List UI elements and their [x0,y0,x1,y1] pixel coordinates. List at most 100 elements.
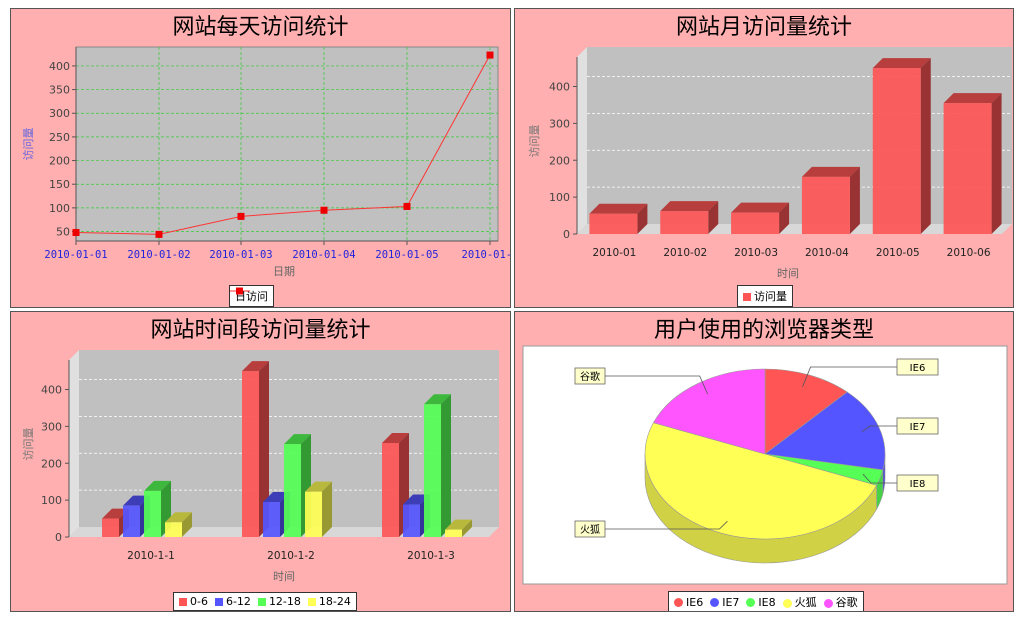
x-tick-label: 2010-01-01 [44,249,107,261]
y-tick-label: 100 [549,191,570,204]
x-axis-label: 时间 [273,570,295,583]
bar-top [943,93,1002,104]
pie-label: IE6 [910,363,926,374]
y-tick-label: 400 [549,81,570,94]
bar-chart: 0 100 200 300 400 2010-01 2010-02 2010-03 2010-0… [528,47,1012,280]
bar [801,176,850,234]
pie-slice [644,422,878,540]
chart-legend: 访问量 [737,285,793,307]
wall-left [69,350,79,537]
x-tick-label: 2010-01-0 [462,249,511,261]
bar-top [305,481,332,492]
legend-label: 访问量 [754,290,787,303]
pie-leader-line [802,366,897,387]
wall-left [577,47,587,234]
y-tick-label: 100 [41,494,62,507]
pie-label: 火狐 [580,523,600,536]
legend-label: 谷歌 [835,596,858,609]
x-tick-label: 2010-02 [663,247,707,259]
pie-leader-line [605,520,728,530]
pie-label: IE7 [910,422,926,433]
pie-chart: IE6 IE7 IE8 火狐 谷歌 [522,345,1008,585]
y-tick-label: 0 [55,531,62,544]
legend-swatch [179,598,187,606]
x-axis-label: 时间 [777,267,799,280]
bar-side [637,203,648,234]
y-tick-label: 200 [49,155,70,168]
data-point [403,202,411,210]
x-tick-label: 2010-01-05 [375,249,438,261]
x-tick-label: 2010-1-3 [407,550,455,562]
bar [731,212,780,234]
y-tick-label: 200 [549,154,570,167]
data-point [320,206,328,214]
bar-side [462,519,472,537]
chart-title: 用户使用的浏览器类型 [653,318,874,343]
plot-area [75,46,499,242]
data-point [486,51,494,59]
legend-item: 谷歌 [823,594,858,610]
legend-item: IE6 [674,596,703,609]
pie-label: IE8 [910,479,926,490]
legend-label: IE6 [686,595,704,609]
legend-item: IE8 [746,596,776,609]
legend-label: 12-18 [268,595,301,608]
bar-side [322,481,332,537]
bar-top [731,202,790,213]
bar [144,490,161,537]
legend-label: 18-24 [318,595,351,608]
legend-item: 18-24 [307,595,351,608]
pie-slice [652,368,766,455]
chart-title: 网站时间段访问量统计 [150,318,371,343]
legend-label: 0-6 [190,595,208,608]
grouped-bar-chart: 0 100 200 300 400 2010-1-1 2010-1-2 2010-1-3 时间 访… [22,350,499,583]
x-tick-label: 2010-01-02 [127,249,190,261]
y-tick-label: 200 [41,457,62,470]
pie-leader-line [605,375,709,395]
bar [242,371,259,537]
y-axis-label: 访问量 [22,428,35,461]
legend-item: 访问量 [743,288,787,304]
bar-top [102,508,129,519]
y-tick-label: 350 [49,84,70,97]
pie-label-box [896,417,939,435]
period-visits-panel: 网站时间段访问量统计 0 100 200 300 400 2010-1-1 2010-1-2… [10,311,511,612]
bar [305,491,322,537]
y-tick-label: 100 [49,202,70,215]
browser-type-panel: 用户使用的浏览器类型 IE6 IE7 IE8 火狐 谷歌 IE6 IE7 IE8 火狐 … [514,311,1014,612]
pie-leader-line [862,473,897,484]
x-tick-label: 2010-03 [734,247,778,259]
data-point [72,228,80,236]
x-tick-label: 2010-01-04 [292,249,355,261]
bar [943,103,992,234]
y-tick-label: 400 [41,384,62,397]
bar-top [382,432,409,443]
bar-top [123,495,150,506]
legend-swatch [823,598,833,608]
x-tick-label: 2010-01 [592,247,636,259]
legend-swatch [307,598,316,606]
line-chart: 50 100 150 200 250 300 350 400 2010-01-01 2010-01… [22,46,511,278]
bar [872,68,921,234]
bar [424,404,441,537]
legend-item: 日访问 [230,287,268,304]
bar-top [445,519,472,530]
bar [165,522,182,537]
x-tick-label: 2010-06 [947,247,991,259]
pie-label-box [896,358,939,376]
legend-label: 火狐 [794,596,817,609]
y-tick-label: 400 [49,60,70,73]
bar-top [284,434,311,445]
legend-swatch [710,598,720,607]
pie-slice [764,368,848,455]
bar-side [182,512,192,537]
bar-side [991,93,1002,234]
bar-side [441,394,451,537]
bar-side [920,58,931,234]
bar-top [403,494,430,505]
bar [263,501,280,537]
y-tick-label: 50 [56,226,70,239]
y-tick-label: 300 [49,107,70,120]
pie-label-box [896,474,939,492]
bar-side [259,361,269,537]
